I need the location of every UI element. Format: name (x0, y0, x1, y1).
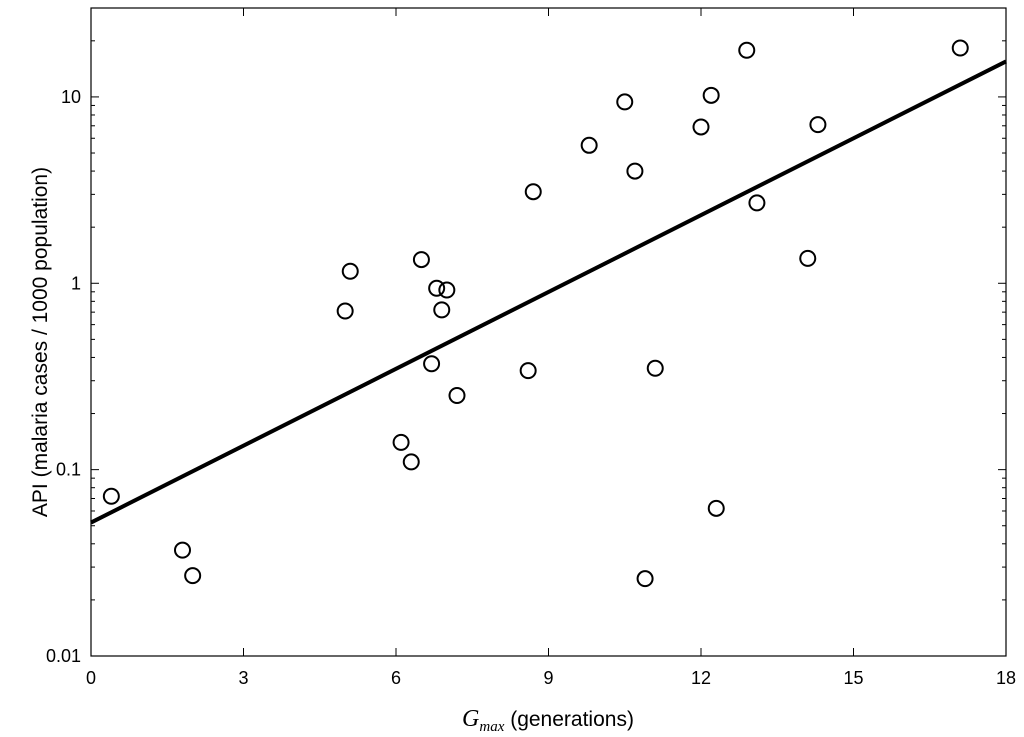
data-point (524, 183, 542, 201)
data-point (174, 541, 191, 559)
data-point (428, 279, 446, 297)
data-point (636, 570, 654, 588)
data-point (626, 162, 644, 180)
data-point (799, 249, 817, 267)
data-point (402, 453, 420, 471)
data-point (341, 262, 359, 280)
y-axis-label: API (malaria cases / 1000 population) (29, 167, 52, 517)
y-tick-label: 1 (71, 273, 81, 293)
x-tick-label: 12 (691, 668, 711, 688)
data-point (702, 86, 720, 104)
data-point (692, 118, 710, 136)
x-axis-label: Gmax (generations) (462, 706, 634, 735)
regression-line (90, 59, 1007, 525)
data-point (184, 567, 202, 585)
data-point (438, 281, 456, 299)
data-point (616, 93, 634, 111)
data-point (392, 433, 410, 451)
y-tick-label: 10 (61, 87, 81, 107)
plot-frame (90, 7, 1007, 657)
fit-line-group (90, 59, 1007, 525)
x-tick-label: 9 (543, 668, 553, 688)
y-tick-label: 0.1 (56, 460, 81, 480)
data-point (748, 194, 766, 212)
x-tick-label: 3 (238, 668, 248, 688)
x-tick-label: 0 (86, 668, 96, 688)
data-point (707, 499, 725, 517)
data-point (423, 355, 441, 373)
data-point (580, 136, 598, 154)
x-tick-label: 15 (843, 668, 863, 688)
x-tick-label: 6 (391, 668, 401, 688)
data-point (646, 359, 664, 377)
data-point (951, 39, 969, 57)
data-point (102, 487, 120, 505)
data-point (738, 41, 756, 59)
data-point (448, 386, 466, 404)
data-point (336, 302, 354, 320)
y-tick-label: 0.01 (46, 646, 81, 666)
data-points (102, 39, 969, 588)
data-point (412, 251, 430, 269)
axis-ticks: 0 3 6 9 12 15 18 0.01 0.1 1 10 (46, 7, 1016, 688)
x-tick-label: 18 (996, 668, 1016, 688)
data-point (433, 301, 451, 319)
data-point (519, 362, 537, 380)
data-point (809, 116, 827, 134)
